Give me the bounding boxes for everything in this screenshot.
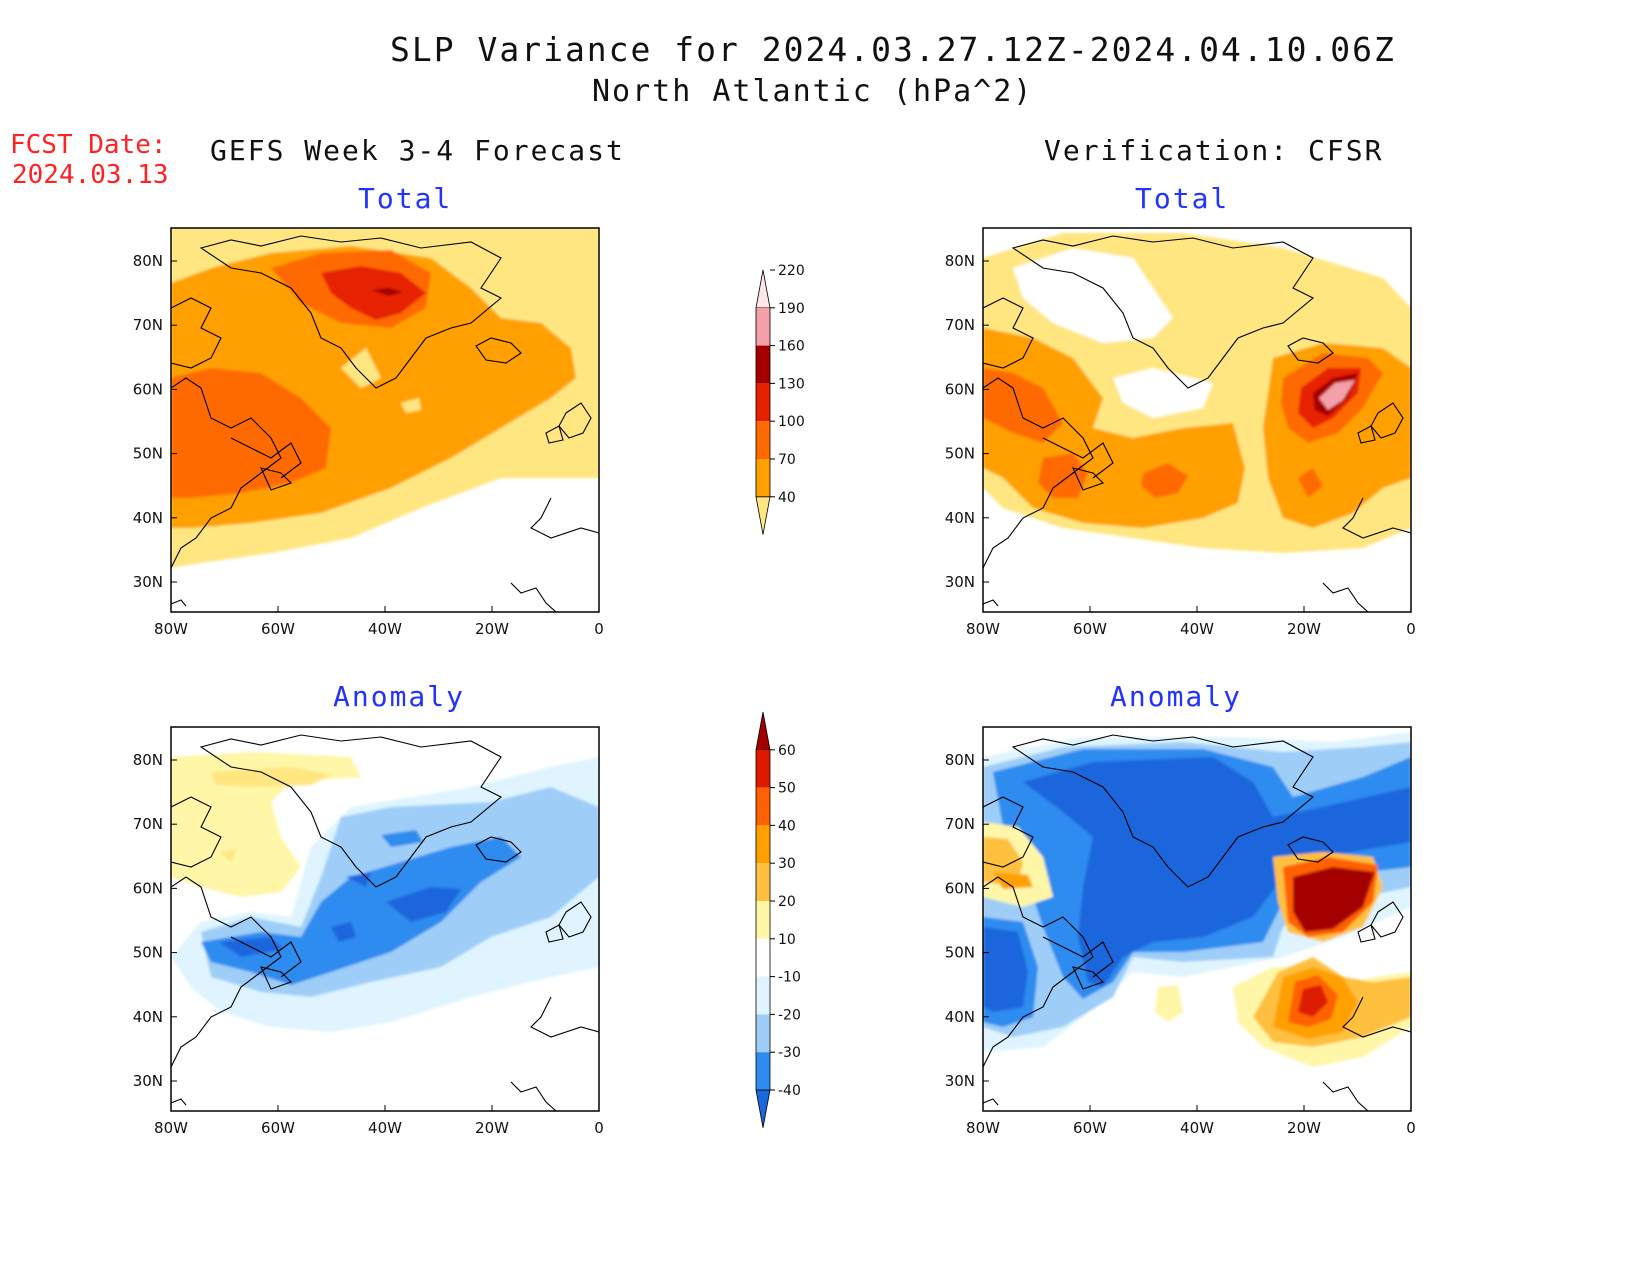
colorbar-label: 60 (778, 743, 796, 759)
lon-tick-label: 40W (1180, 1119, 1214, 1137)
colorbar-label: 100 (778, 414, 805, 430)
colorbar-label: -20 (778, 1007, 801, 1023)
lat-tick-label: 30N (945, 1072, 975, 1090)
lon-tick-label: 60W (261, 1119, 295, 1137)
axes-layer: 80W 60W 40W 20W 0 30N 40N 50N 60N 70N 80N 80W 60W 40W… (133, 252, 1416, 1137)
figure-subtitle: North Atlantic (hPa^2) (592, 74, 1034, 109)
left-column-title: GEFS Week 3-4 Forecast (210, 134, 625, 167)
lon-tick-label: 60W (1073, 620, 1107, 638)
panel-title-fcst-total: Total (358, 182, 453, 215)
lat-tick-label: 80N (945, 751, 975, 769)
lon-tick-label: 20W (1287, 620, 1321, 638)
lat-tick-label: 60N (945, 879, 975, 897)
colorbar-label: 40 (778, 818, 796, 834)
colorbar-segment (755, 496, 771, 535)
lat-tick-label: 30N (133, 1072, 163, 1090)
lon-tick-label: 80W (966, 1119, 1000, 1137)
lat-tick-label: 40N (945, 509, 975, 527)
colorbar-segment (756, 1052, 770, 1090)
colorbar-segment (756, 825, 770, 864)
lon-tick-label: 40W (368, 1119, 402, 1137)
colorbar-total: 40 70 100 130 160 190 220 (755, 263, 805, 535)
colorbar-segment (756, 345, 770, 384)
lon-tick-label: 80W (966, 620, 1000, 638)
colorbar-segment (756, 938, 770, 977)
colorbar-label: 160 (778, 339, 805, 355)
lat-tick-label: 40N (945, 1008, 975, 1026)
colorbar-anomaly: -40 -30 -20 -10 10 20 30 40 50 60 (755, 711, 801, 1128)
colorbar-label: -10 (778, 970, 801, 986)
lon-tick-label: 20W (475, 620, 509, 638)
colorbar-label: 20 (778, 894, 796, 910)
lat-tick-label: 50N (133, 944, 163, 962)
colorbar-segment (756, 459, 770, 497)
colorbar-label: 70 (778, 452, 796, 468)
colorbar-label: 130 (778, 376, 805, 392)
lon-tick-label: 0 (1406, 1119, 1416, 1137)
lat-tick-label: 30N (133, 573, 163, 591)
lat-tick-label: 40N (133, 509, 163, 527)
colorbar-segment (755, 711, 771, 751)
lat-tick-label: 70N (133, 815, 163, 833)
colorbar-segment (756, 749, 770, 788)
colorbar-segment (756, 901, 770, 939)
colorbar-segment (756, 1014, 770, 1053)
lat-tick-label: 50N (945, 445, 975, 463)
colorbar-label: 30 (778, 856, 796, 872)
map-panel-cfsr-total (983, 228, 1411, 612)
colorbar-segment (756, 787, 770, 826)
lat-tick-label: 70N (945, 316, 975, 334)
lon-tick-label: 60W (261, 620, 295, 638)
lon-tick-label: 20W (1287, 1119, 1321, 1137)
colorbar-label: 190 (778, 301, 805, 317)
fcst-date-label: FCST Date: (10, 130, 167, 160)
right-column-title: Verification: CFSR (1044, 134, 1384, 167)
colorbar-label: 50 (778, 781, 796, 797)
colorbar-segment (755, 1089, 771, 1128)
lon-tick-label: 20W (475, 1119, 509, 1137)
fcst-date-value: 2024.03.13 (12, 160, 169, 190)
colorbar-label: -30 (778, 1045, 801, 1061)
lat-tick-label: 80N (133, 751, 163, 769)
colorbar-label: 10 (778, 932, 796, 948)
colorbar-segment (755, 269, 771, 309)
map-panel-fcst-total (171, 228, 599, 612)
lat-tick-label: 60N (133, 380, 163, 398)
lon-tick-label: 60W (1073, 1119, 1107, 1137)
lat-tick-label: 40N (133, 1008, 163, 1026)
figure-title: SLP Variance for 2024.03.27.12Z-2024.04.… (390, 30, 1396, 69)
panel-title-cfsr-total: Total (1135, 182, 1230, 215)
colorbar-label: 220 (778, 263, 805, 279)
lat-tick-label: 80N (133, 252, 163, 270)
lat-tick-label: 80N (945, 252, 975, 270)
lat-tick-label: 60N (945, 380, 975, 398)
lat-tick-label: 30N (945, 573, 975, 591)
colorbar-label: -40 (778, 1083, 801, 1099)
lat-tick-label: 50N (945, 944, 975, 962)
lon-tick-label: 80W (154, 1119, 188, 1137)
lon-tick-label: 0 (594, 620, 604, 638)
lon-tick-label: 40W (1180, 620, 1214, 638)
lat-tick-label: 70N (133, 316, 163, 334)
colorbar-segment (756, 383, 770, 422)
lat-tick-label: 60N (133, 879, 163, 897)
lon-tick-label: 0 (1406, 620, 1416, 638)
colorbar-segment (756, 307, 770, 346)
colorbar-segment (756, 863, 770, 901)
colorbar-label: 40 (778, 490, 796, 506)
lat-tick-label: 70N (945, 815, 975, 833)
colorbar-segment (756, 421, 770, 459)
panel-title-cfsr-anomaly: Anomaly (1110, 680, 1243, 713)
lon-tick-label: 80W (154, 620, 188, 638)
lat-tick-label: 50N (133, 445, 163, 463)
colorbar-segment (756, 976, 770, 1015)
lon-tick-label: 40W (368, 620, 402, 638)
map-panel-fcst-anomaly (171, 727, 599, 1111)
panel-title-fcst-anomaly: Anomaly (333, 680, 466, 713)
map-panel-cfsr-anomaly (983, 727, 1411, 1111)
lon-tick-label: 0 (594, 1119, 604, 1137)
